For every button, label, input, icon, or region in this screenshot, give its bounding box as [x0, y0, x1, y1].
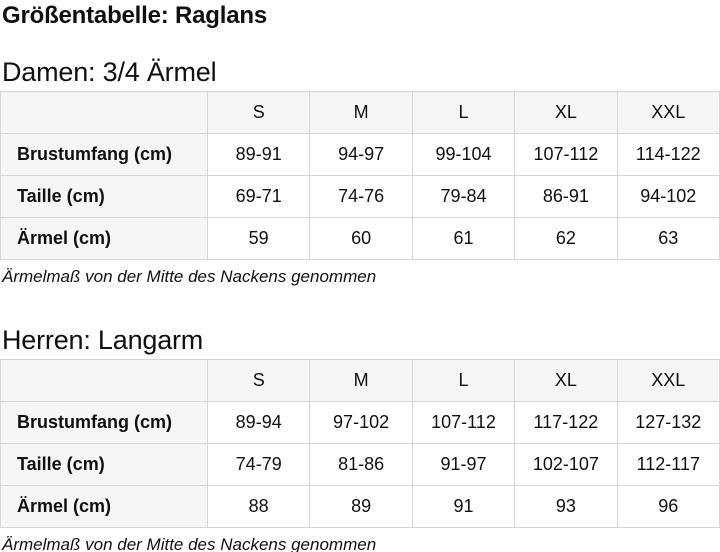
measurement-cell: 94-102 [616, 175, 720, 218]
measurement-cell: 96 [616, 485, 720, 528]
size-column-header: L [411, 91, 516, 134]
measurement-cell: 102-107 [514, 443, 618, 486]
table-row: Brustumfang (cm) 89-94 97-102 107-112 117-12… [0, 401, 720, 444]
measurement-cell: 89-94 [206, 401, 311, 444]
measurement-cell: 112-117 [616, 443, 720, 486]
table-header-row: S M L XL XXL [0, 359, 720, 402]
measurement-cell: 81-86 [309, 443, 413, 486]
measurement-cell: 107-112 [411, 401, 516, 444]
measurement-cell: 99-104 [411, 133, 516, 176]
section-heading-herren: Herren: Langarm [2, 325, 204, 355]
measurement-cell: 62 [514, 217, 618, 260]
page-title: Größentabelle: Raglans [2, 2, 267, 29]
table-row: Ärmel (cm) 88 89 91 93 96 [0, 485, 720, 528]
measurement-cell: 93 [514, 485, 618, 528]
measurement-cell: 91 [411, 485, 516, 528]
section-herren: Herren: Langarm S M L XL XXL Brustumfang (cm)… [0, 324, 720, 552]
size-column-header: XXL [616, 91, 720, 134]
row-label: Taille (cm) [0, 175, 208, 218]
measurement-cell: 86-91 [514, 175, 618, 218]
section-damen: Damen: 3/4 Ärmel S M L XL XXL Brustumfang (cm… [0, 56, 720, 288]
table-row: Taille (cm) 74-79 81-86 91-97 102-107 112-117 [0, 443, 720, 486]
measurement-cell: 59 [206, 217, 311, 260]
row-label: Taille (cm) [0, 443, 208, 486]
row-label: Ärmel (cm) [0, 217, 208, 260]
measurement-cell: 74-79 [206, 443, 311, 486]
measurement-cell: 91-97 [411, 443, 516, 486]
row-label: Brustumfang (cm) [0, 401, 208, 444]
size-column-header: XL [514, 359, 618, 402]
corner-cell [0, 91, 208, 134]
measurement-cell: 69-71 [206, 175, 311, 218]
table-header-row: S M L XL XXL [0, 91, 720, 134]
size-column-header: M [309, 91, 413, 134]
corner-cell [0, 359, 208, 402]
row-label: Brustumfang (cm) [0, 133, 208, 176]
size-column-header: M [309, 359, 413, 402]
size-column-header: XL [514, 91, 618, 134]
measurement-cell: 117-122 [514, 401, 618, 444]
measurement-cell: 89-91 [206, 133, 311, 176]
measurement-cell: 88 [206, 485, 311, 528]
measurement-cell: 74-76 [309, 175, 413, 218]
table-row: Ärmel (cm) 59 60 61 62 63 [0, 217, 720, 260]
size-column-header: S [206, 91, 311, 134]
measurement-cell: 127-132 [616, 401, 720, 444]
size-column-header: L [411, 359, 516, 402]
measurement-cell: 79-84 [411, 175, 516, 218]
section-heading-damen: Damen: 3/4 Ärmel [2, 57, 217, 87]
size-table-damen: S M L XL XXL Brustumfang (cm) 89-91 94-97 99-104… [0, 91, 720, 260]
table-row: Taille (cm) 69-71 74-76 79-84 86-91 94-102 [0, 175, 720, 218]
size-table-herren: S M L XL XXL Brustumfang (cm) 89-94 97-102 107-1… [0, 359, 720, 528]
measurement-cell: 89 [309, 485, 413, 528]
measurement-cell: 107-112 [514, 133, 618, 176]
measurement-cell: 63 [616, 217, 720, 260]
measurement-cell: 114-122 [616, 133, 720, 176]
size-column-header: XXL [616, 359, 720, 402]
measurement-cell: 61 [411, 217, 516, 260]
sleeve-note-herren: Ärmelmaß von der Mitte des Nackens genom… [2, 535, 377, 552]
measurement-cell: 97-102 [309, 401, 413, 444]
row-label: Ärmel (cm) [0, 485, 208, 528]
table-row: Brustumfang (cm) 89-91 94-97 99-104 107-112 1… [0, 133, 720, 176]
measurement-cell: 94-97 [309, 133, 413, 176]
size-column-header: S [206, 359, 311, 402]
sleeve-note-damen: Ärmelmaß von der Mitte des Nackens genom… [2, 267, 377, 286]
measurement-cell: 60 [309, 217, 413, 260]
